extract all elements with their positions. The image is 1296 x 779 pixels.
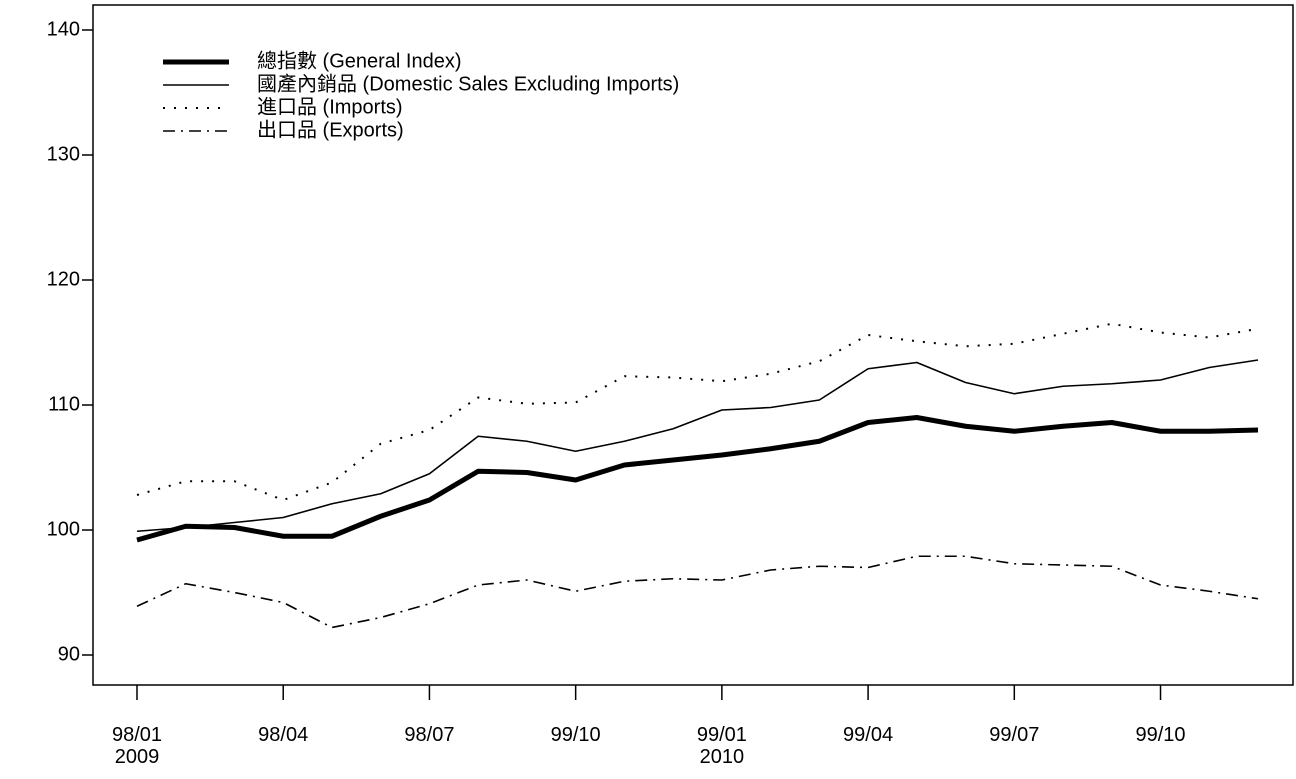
x-tick-label: 98/04 bbox=[258, 724, 309, 746]
legend-label: 進口品 (Imports) bbox=[257, 95, 403, 118]
x-tick-label: 99/10 bbox=[550, 724, 601, 746]
series-line bbox=[136, 555, 1259, 629]
y-tick-label: 90 bbox=[58, 643, 80, 665]
x-tick-label: 99/04 bbox=[843, 724, 894, 746]
plot-frame bbox=[92, 4, 1294, 686]
legend-label: 出口品 (Exports) bbox=[257, 118, 404, 141]
x-tick-label: 99/07 bbox=[989, 724, 1040, 746]
y-tick-label: 120 bbox=[47, 268, 80, 290]
series-line bbox=[136, 322, 1259, 501]
y-tick-label: 130 bbox=[47, 143, 80, 165]
series-line bbox=[136, 415, 1259, 543]
x-tick-label: 99/10 bbox=[1135, 724, 1186, 746]
legend-label: 國產內銷品 (Domestic Sales Excluding Imports) bbox=[257, 72, 679, 95]
legend-label: 總指數 (General Index) bbox=[257, 49, 462, 72]
x-tick-label: 98/07 bbox=[404, 724, 455, 746]
series-line bbox=[136, 359, 1259, 533]
x-tick-label: 99/01 2010 bbox=[696, 724, 747, 768]
y-tick-label: 100 bbox=[47, 518, 80, 540]
y-tick-label: 110 bbox=[48, 393, 80, 415]
y-tick-label: 140 bbox=[47, 18, 80, 40]
x-tick-label: 98/01 2009 bbox=[111, 724, 163, 768]
